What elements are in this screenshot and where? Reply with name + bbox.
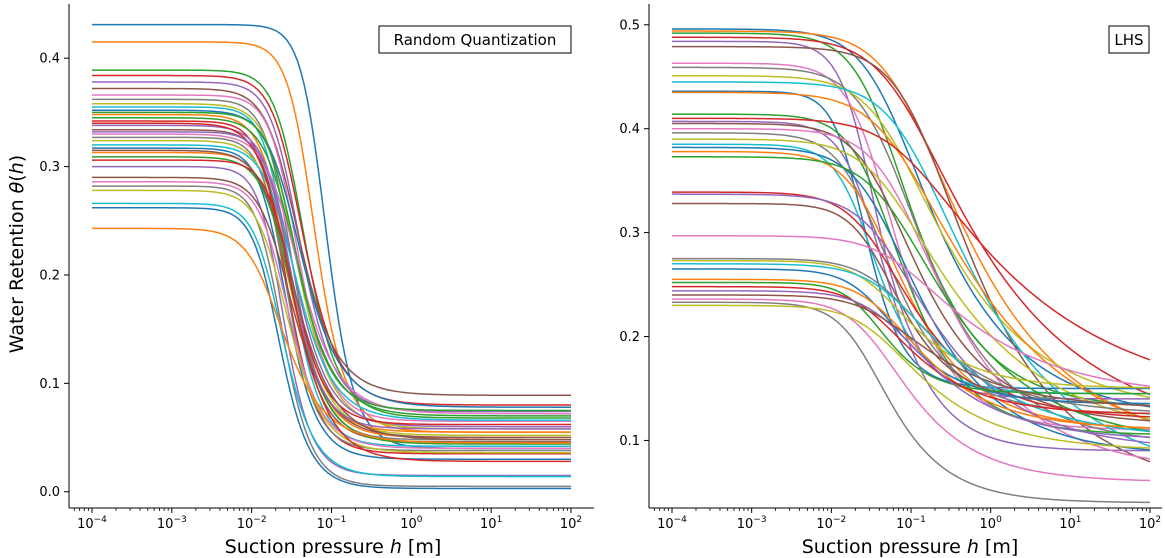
right-x-tick-label: 102 (1139, 515, 1161, 532)
left-curve-35 (92, 149, 571, 441)
left-x-tick-label: 10−4 (77, 515, 107, 532)
left-curve-15 (92, 128, 571, 443)
left-x-tick-label: 10−3 (157, 515, 187, 532)
right-curve-3 (672, 36, 1151, 396)
left-y-tick-label: 0.3 (39, 160, 60, 175)
left-curve-21 (92, 151, 571, 433)
left-curve-27 (92, 185, 571, 488)
right-legend: LHS (1108, 25, 1150, 54)
left-curve-20 (92, 147, 571, 460)
left-x-tick-label: 102 (560, 515, 582, 532)
right-x-axis-title: Suction pressure h [m] (802, 536, 1019, 558)
left-curve-12 (92, 117, 571, 417)
right-curve-32 (672, 281, 1150, 395)
right-curve-1 (672, 30, 1151, 422)
right-curve-4 (672, 40, 1150, 400)
left-curve-14 (92, 124, 571, 428)
right-curve-38 (672, 304, 1151, 449)
right-legend-label: LHS (1114, 31, 1143, 49)
left-curve-19 (92, 144, 571, 421)
left-legend: Random Quantization (378, 25, 572, 54)
left-curves (91, 23, 571, 490)
left-y-axis-title: Water Retention θ(h) (6, 155, 28, 353)
left-y-tick-label: 0.1 (39, 377, 60, 392)
right-curve-26 (672, 234, 1151, 388)
right-panel: 10−4 10−3 10−2 10−1 100 101 102 0.1 0.2 0.3 0.4 0.5… (619, 4, 1162, 558)
left-x-tick-label: 101 (480, 515, 502, 532)
right-ticks: 10−4 10−3 10−2 10−1 100 101 102 0.1 0.2 0.3 0.4 0.5 (619, 18, 1161, 532)
right-curve-10 (672, 90, 1150, 390)
left-y-tick-label: 0.4 (39, 52, 60, 67)
right-curve-0 (672, 28, 1151, 408)
right-y-tick-label: 0.4 (619, 122, 640, 137)
right-x-tick-label: 100 (980, 515, 1003, 532)
right-curve-36 (672, 298, 1151, 482)
right-curve-21 (671, 150, 1151, 429)
left-curve-17 (92, 136, 571, 452)
right-curve-7 (672, 66, 1151, 439)
right-y-tick-label: 0.5 (619, 18, 640, 33)
right-curve-12 (672, 113, 1151, 435)
right-x-tick-label: 10−1 (896, 515, 926, 532)
left-curve-18 (92, 139, 571, 437)
right-curve-37 (672, 301, 1151, 504)
right-x-tick-label: 10−3 (737, 515, 767, 532)
right-curve-35 (671, 294, 1151, 407)
right-y-tick-label: 0.1 (619, 434, 640, 449)
left-curve-32 (92, 111, 571, 412)
right-curve-16 (672, 127, 1151, 460)
right-curve-24 (672, 193, 1151, 444)
right-curve-22 (672, 156, 1151, 432)
left-curve-34 (92, 131, 571, 430)
right-curve-29 (672, 263, 1151, 433)
left-curve-24 (92, 165, 571, 477)
left-x-tick-label: 10−2 (237, 515, 267, 532)
left-legend-label: Random Quantization (394, 31, 557, 49)
right-curve-33 (672, 285, 1151, 415)
left-curve-5 (92, 87, 571, 397)
left-legend-box (378, 25, 572, 54)
left-curve-26 (91, 181, 571, 450)
left-curve-22 (92, 156, 571, 445)
right-curve-11 (672, 91, 1151, 422)
right-x-tick-label: 10−4 (657, 515, 687, 532)
right-curve-28 (672, 259, 1151, 389)
left-panel: 10−4 10−3 10−2 10−1 100 101 102 0.0 0.1 0.2 0.3 0.4… (6, 4, 594, 558)
right-x-tick-label: 101 (1059, 515, 1081, 532)
left-curve-33 (92, 122, 571, 463)
right-curve-14 (672, 120, 1151, 452)
left-x-tick-label: 100 (400, 515, 423, 532)
right-legend-box (1108, 25, 1150, 54)
left-y-tick-label: 0.2 (39, 268, 60, 283)
right-y-tick-label: 0.2 (619, 330, 640, 345)
left-curve-30 (92, 207, 571, 490)
right-curve-31 (672, 278, 1151, 429)
left-curve-10 (92, 109, 571, 408)
left-curve-23 (92, 159, 571, 426)
left-x-tick-label: 10−1 (317, 515, 347, 532)
left-curve-16 (92, 133, 571, 415)
left-x-axis-title: Suction pressure h [m] (225, 536, 442, 558)
right-curve-2 (672, 32, 1151, 407)
right-curve-34 (672, 290, 1151, 438)
left-y-tick-label: 0.0 (39, 485, 60, 500)
right-curve-13 (672, 117, 1151, 361)
right-x-tick-label: 10−2 (816, 515, 846, 532)
right-curve-5 (672, 45, 1151, 463)
right-y-tick-label: 0.3 (619, 226, 640, 241)
left-curve-2 (92, 69, 571, 419)
left-curve-29 (92, 202, 571, 478)
left-curve-28 (92, 189, 571, 454)
left-curve-9 (92, 106, 571, 447)
right-curve-20 (672, 146, 1151, 451)
left-curve-1 (92, 41, 571, 433)
right-curve-8 (672, 74, 1151, 399)
right-curves (671, 28, 1151, 504)
left-ticks: 10−4 10−3 10−2 10−1 100 101 102 0.0 0.1 0.2 0.3 0.4 (39, 52, 582, 532)
